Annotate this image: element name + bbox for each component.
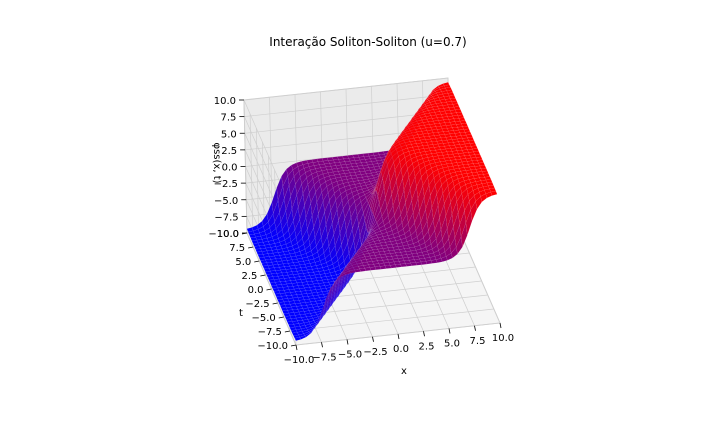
surface-cell xyxy=(462,125,470,130)
t-tick-mark xyxy=(272,302,278,305)
x-tick-label: −2.5 xyxy=(363,347,387,358)
t-tick-label: 5.0 xyxy=(235,257,251,268)
t-tick-label: 7.5 xyxy=(229,243,245,254)
surface-cell xyxy=(469,142,477,147)
chart-title: Interação Soliton-Soliton (u=0.7) xyxy=(269,35,466,49)
z-tick-label: −5.0 xyxy=(214,196,238,207)
surface-cell xyxy=(479,165,487,169)
z-axis-label: φss(x, t) xyxy=(211,142,222,183)
x-tick-mark xyxy=(499,322,502,329)
z-tick-label: 10.0 xyxy=(214,96,236,107)
surface-cell xyxy=(463,128,471,133)
t-tick-mark xyxy=(266,288,272,291)
t-tick-label: 0.0 xyxy=(248,285,264,296)
x-tick-label: −10.0 xyxy=(284,355,315,366)
t-tick-mark xyxy=(254,260,260,263)
x-tick-label: −7.5 xyxy=(312,352,336,363)
t-tick-label: 2.5 xyxy=(241,271,257,282)
x-tick-mark xyxy=(321,342,323,348)
z-tick-label: 5.0 xyxy=(221,129,237,140)
x-axis-label: x xyxy=(401,366,407,377)
t-tick-label: 10.0 xyxy=(217,229,239,240)
surface-cell xyxy=(466,134,473,139)
surface-cell xyxy=(483,173,490,178)
z-tick-label: −10.0 xyxy=(208,229,239,240)
surface-cell xyxy=(461,123,468,127)
y-axis-label: t xyxy=(239,308,243,319)
z-tick-label: 2.5 xyxy=(221,146,237,157)
surface-cell xyxy=(468,139,476,144)
surface-cell xyxy=(459,120,467,125)
t-tick-label: −5.0 xyxy=(251,313,275,324)
x-tick-mark xyxy=(372,336,374,342)
surface-cell xyxy=(490,190,498,196)
x-tick-label: 10.0 xyxy=(492,333,514,344)
surface-plot xyxy=(246,82,498,341)
z-tick-label: −2.5 xyxy=(214,179,238,190)
x-tick-label: 7.5 xyxy=(470,336,486,347)
surface-cell xyxy=(475,156,483,161)
x-tick-mark xyxy=(346,339,349,345)
x-tick-mark xyxy=(295,344,298,351)
surface-cell xyxy=(447,92,455,97)
x-tick-mark xyxy=(423,331,425,337)
surface-cell xyxy=(470,145,478,150)
t-tick-mark xyxy=(278,316,284,319)
surface-cell xyxy=(445,87,453,91)
surface-cell xyxy=(450,98,457,102)
surface-cell xyxy=(458,117,466,122)
x-tick-label: 5.0 xyxy=(444,339,460,350)
surface-cell xyxy=(477,159,484,164)
z-tick-label: −7.5 xyxy=(214,212,238,223)
axis-ticks: −10.0−7.5 −5.0 −2.5 0.0 2.5 5.0 7.5 10.0−10.0−7… xyxy=(208,96,514,366)
surface-cell xyxy=(456,111,464,116)
z-tick-label: 7.5 xyxy=(220,113,236,124)
surface-cell xyxy=(486,182,494,187)
t-tick-label: −7.5 xyxy=(258,327,282,338)
t-tick-label: −10.0 xyxy=(257,341,288,352)
x-tick-label: −5.0 xyxy=(338,350,362,361)
x-tick-label: 0.0 xyxy=(393,344,409,355)
x-tick-label: 2.5 xyxy=(419,341,435,352)
t-tick-mark xyxy=(248,246,254,249)
x-tick-mark xyxy=(448,328,451,334)
surface-cell xyxy=(474,153,482,158)
t-tick-mark xyxy=(260,274,266,277)
surface-cell xyxy=(489,187,497,193)
surface-cell xyxy=(480,167,488,172)
z-tick-label: 0.0 xyxy=(222,163,238,174)
t-tick-mark xyxy=(284,330,290,333)
x-tick-mark xyxy=(397,333,400,340)
surface-cell xyxy=(453,106,461,111)
t-tick-mark xyxy=(290,344,297,347)
surface-cell xyxy=(473,151,481,155)
surface-cell xyxy=(454,109,462,113)
surface-cell xyxy=(452,103,460,108)
t-tick-label: −2.5 xyxy=(245,299,269,310)
x-tick-mark xyxy=(474,325,476,331)
surface-cell xyxy=(472,148,479,153)
surface-cell xyxy=(484,176,492,181)
surface-cell xyxy=(464,131,472,136)
